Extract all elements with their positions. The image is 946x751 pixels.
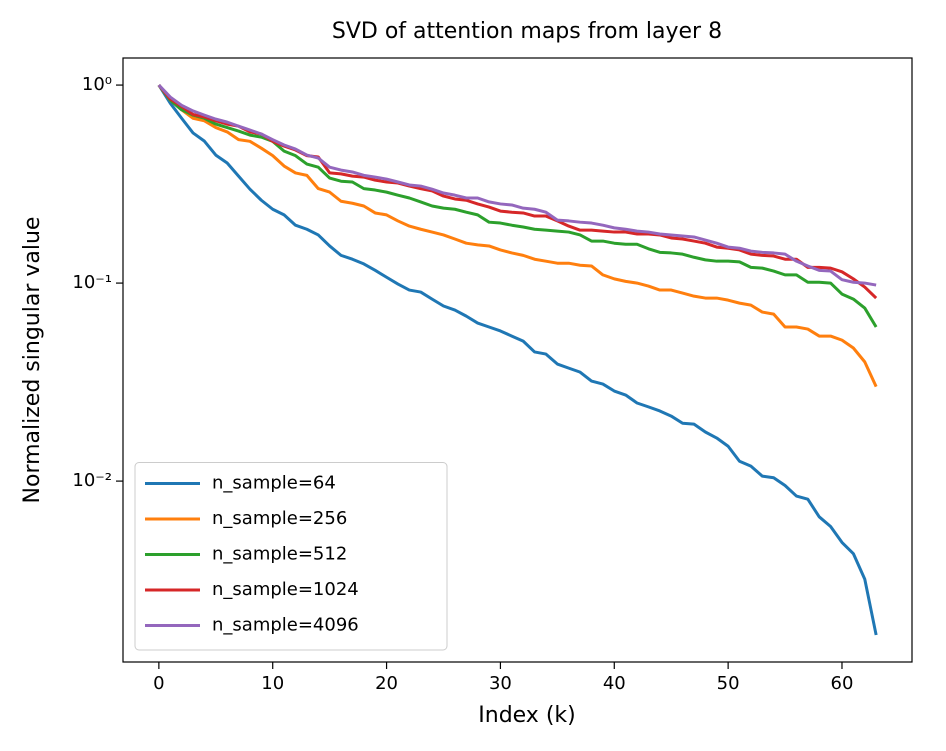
line-series bbox=[157, 84, 878, 328]
plot-frame bbox=[122, 57, 913, 663]
line-series bbox=[157, 84, 878, 636]
x-tick-label: 10 bbox=[261, 673, 284, 694]
legend-box bbox=[134, 462, 448, 651]
x-axis-label: Index (k) bbox=[478, 703, 575, 728]
x-tick-label: 30 bbox=[489, 673, 512, 694]
line-series bbox=[157, 84, 878, 300]
y-axis-label: Normalized singular value bbox=[20, 217, 45, 504]
x-tick-label: 50 bbox=[717, 673, 740, 694]
legend-label: n_sample=4096 bbox=[212, 615, 359, 636]
legend-label: n_sample=512 bbox=[212, 544, 347, 565]
y-tick-label: 10⁻² bbox=[72, 470, 112, 491]
y-tick-label: 10⁻¹ bbox=[72, 272, 112, 293]
x-tick-label: 20 bbox=[375, 673, 398, 694]
chart-title: SVD of attention maps from layer 8 bbox=[332, 19, 722, 44]
legend-label: n_sample=64 bbox=[212, 473, 336, 494]
legend-label: n_sample=256 bbox=[212, 508, 347, 529]
line-series bbox=[157, 84, 877, 287]
x-tick-label: 40 bbox=[603, 673, 626, 694]
legend-label: n_sample=1024 bbox=[212, 579, 359, 600]
line-series bbox=[157, 84, 878, 388]
x-tick-label: 60 bbox=[831, 673, 854, 694]
y-tick-label: 10⁰ bbox=[82, 74, 112, 95]
x-tick-label: 0 bbox=[153, 673, 164, 694]
